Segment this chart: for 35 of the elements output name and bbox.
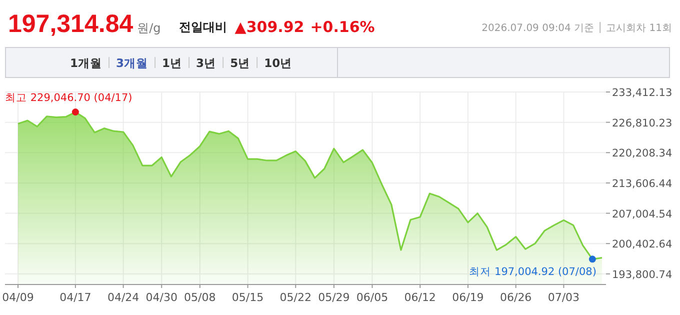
x-tick-label: 05/22 <box>280 291 312 304</box>
x-tick-label: 04/09 <box>2 291 34 304</box>
y-tick-label: 207,004.54 <box>612 208 672 220</box>
x-tick-label: 07/03 <box>548 291 580 304</box>
x-tick-label: 06/19 <box>452 291 484 304</box>
text: ▲309.92 <box>234 18 304 36</box>
x-tick-label: 04/24 <box>107 291 140 304</box>
text: 1년 <box>162 56 182 70</box>
text: 10년 <box>264 56 292 70</box>
x-tick-label: 06/05 <box>356 291 388 304</box>
chart-title: 197,314.84 <box>8 10 134 38</box>
text: 1개월 <box>70 56 102 70</box>
text: +0.16% <box>310 18 375 36</box>
x-tick-label: 05/29 <box>318 291 350 304</box>
x-tick-label: 05/15 <box>232 291 264 304</box>
x-tick-label: 05/08 <box>184 291 216 304</box>
y-tick-label: 233,412.13 <box>612 87 672 99</box>
text: 3개월 <box>116 56 148 70</box>
annotation: 최고 229,046.70 (04/17) <box>5 92 132 104</box>
y-tick-label: 220,208.34 <box>612 148 672 160</box>
y-tick-label: 226,810.23 <box>612 117 672 130</box>
annotation: 최저 197,004.92 (07/08) <box>469 266 596 278</box>
chart-subtitle: 원/g <box>137 21 161 35</box>
x-tick-label: 06/12 <box>404 291 436 304</box>
x-tick-label: 04/30 <box>146 291 178 304</box>
x-tick-label: 04/17 <box>60 291 92 304</box>
y-tick-label: 193,800.74 <box>612 268 672 281</box>
text: 전일대비 <box>178 20 227 34</box>
text: 고시회차 11회 <box>606 23 672 34</box>
y-tick-label: 200,402.64 <box>612 238 672 251</box>
y-tick-label: 213,606.44 <box>612 178 672 190</box>
text: 5년 <box>230 56 250 70</box>
text: 2026.07.09 09:04 기준 <box>482 23 594 34</box>
text: 3년 <box>196 56 216 70</box>
x-tick-label: 06/26 <box>500 291 532 304</box>
